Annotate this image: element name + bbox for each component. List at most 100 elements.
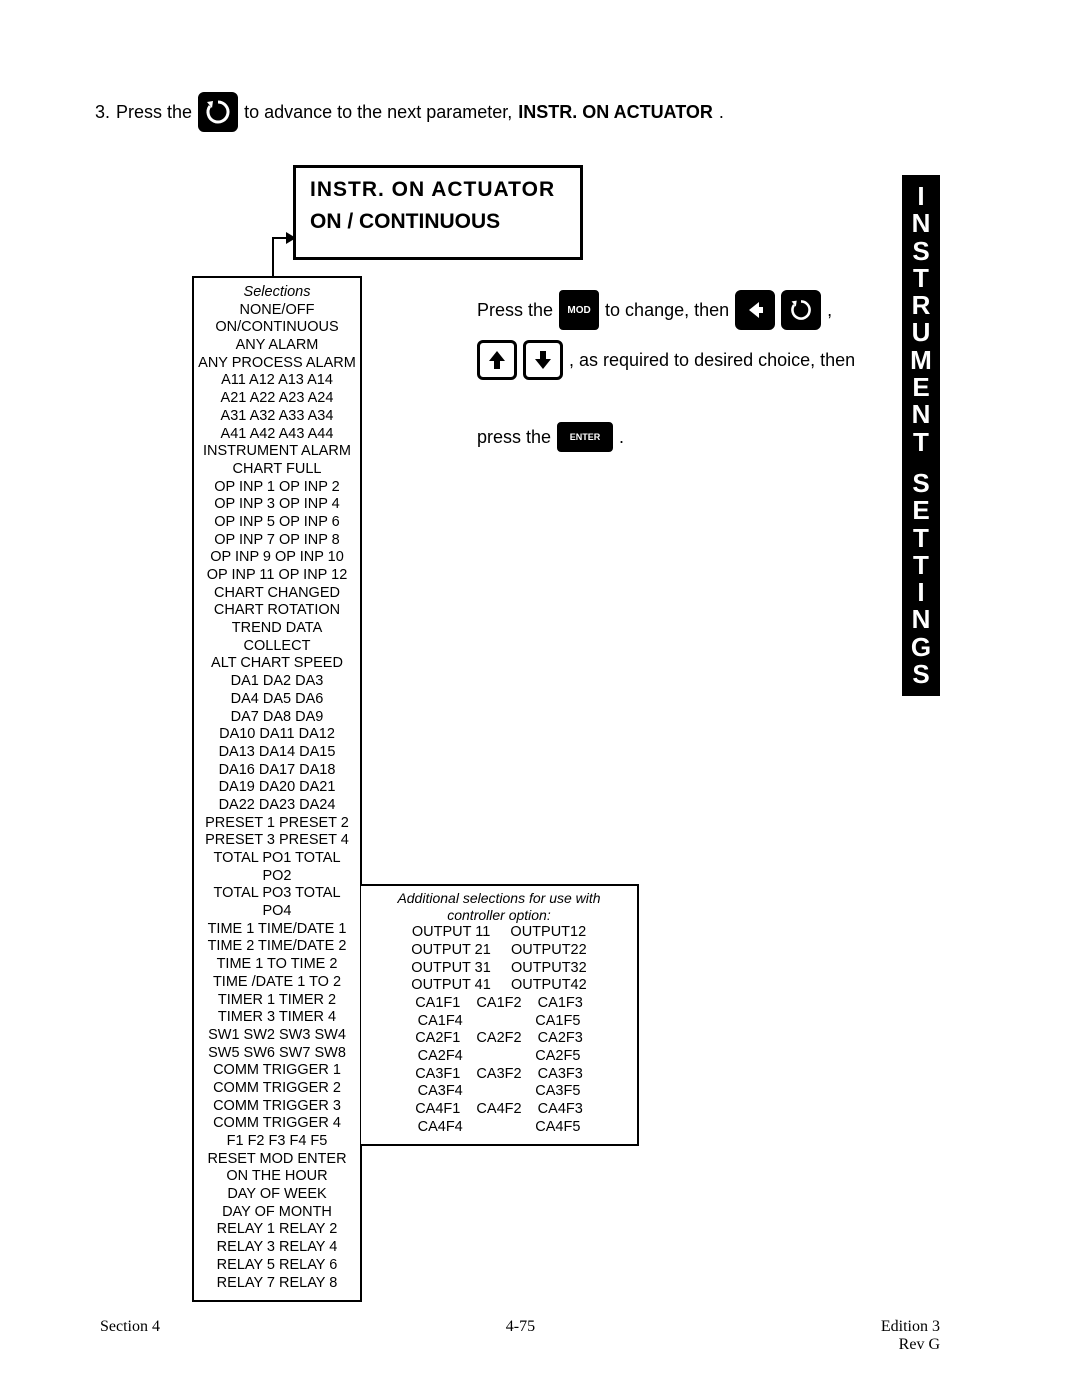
instr-row-2: , as required to desired choice, then bbox=[477, 340, 855, 380]
selection-item: A41 A42 A43 A44 bbox=[198, 426, 356, 444]
footer-edition-line1: Edition 3 bbox=[881, 1318, 940, 1335]
selection-item: DAY OF MONTH bbox=[198, 1204, 356, 1222]
selections-box: Selections NONE/OFFON/CONTINUOUSANY ALAR… bbox=[192, 276, 362, 1302]
controller-item: CA3F4 CA3F5 bbox=[367, 1083, 631, 1101]
selection-item: RESET MOD ENTER bbox=[198, 1151, 356, 1169]
controller-item: OUTPUT 31 OUTPUT32 bbox=[367, 960, 631, 978]
controller-item: OUTPUT 21 OUTPUT22 bbox=[367, 942, 631, 960]
selection-item: OP INP 11 OP INP 12 bbox=[198, 567, 356, 585]
selection-item: COMM TRIGGER 2 bbox=[198, 1080, 356, 1098]
selection-item: DA10 DA11 DA12 bbox=[198, 726, 356, 744]
controller-item: OUTPUT 11 OUTPUT12 bbox=[367, 924, 631, 942]
page-footer: Section 4 4-75 Edition 3 Rev G bbox=[100, 1318, 940, 1354]
side-tab-word-1: INSTRUMENT bbox=[902, 183, 940, 456]
selection-item: A11 A12 A13 A14 bbox=[198, 372, 356, 390]
controller-heading: Additional selections for use with contr… bbox=[367, 890, 631, 924]
mod-key-icon: MOD bbox=[559, 290, 599, 330]
step-param: INSTR. ON ACTUATOR bbox=[518, 102, 713, 123]
selection-item: A21 A22 A23 A24 bbox=[198, 390, 356, 408]
controller-item: CA3F1 CA3F2 CA3F3 bbox=[367, 1066, 631, 1084]
key-instruction-panel: Press the MOD to change, then , , as req… bbox=[477, 290, 855, 462]
selection-item: CHART ROTATION bbox=[198, 602, 356, 620]
selection-item: COMM TRIGGER 3 bbox=[198, 1098, 356, 1116]
selection-item: SW5 SW6 SW7 SW8 bbox=[198, 1045, 356, 1063]
controller-item: CA2F4 CA2F5 bbox=[367, 1048, 631, 1066]
selection-item: DA7 DA8 DA9 bbox=[198, 709, 356, 727]
selection-item: NONE/OFF bbox=[198, 302, 356, 320]
selection-item: INSTRUMENT ALARM bbox=[198, 443, 356, 461]
selection-item: RELAY 1 RELAY 2 bbox=[198, 1221, 356, 1239]
selection-item: OP INP 7 OP INP 8 bbox=[198, 532, 356, 550]
selection-item: OP INP 3 OP INP 4 bbox=[198, 496, 356, 514]
instr-row-1: Press the MOD to change, then , bbox=[477, 290, 855, 330]
selection-item: F1 F2 F3 F4 F5 bbox=[198, 1133, 356, 1151]
side-tab-word-2: SETTINGS bbox=[902, 470, 940, 688]
controller-list: OUTPUT 11 OUTPUT12OUTPUT 21 OUTPUT22OUTP… bbox=[367, 924, 631, 1136]
selection-item: OP INP 1 OP INP 2 bbox=[198, 479, 356, 497]
footer-edition: Edition 3 Rev G bbox=[881, 1318, 940, 1354]
selection-item: COMM TRIGGER 1 bbox=[198, 1062, 356, 1080]
footer-page-number: 4-75 bbox=[506, 1318, 535, 1336]
selection-item: TIME /DATE 1 TO 2 bbox=[198, 974, 356, 992]
selection-item: ON/CONTINUOUS bbox=[198, 319, 356, 337]
step-3-line: 3. Press the to advance to the next para… bbox=[95, 92, 724, 132]
press-the-text-2: press the bbox=[477, 427, 551, 448]
selection-item: PRESET 1 PRESET 2 bbox=[198, 815, 356, 833]
enter-key-icon: ENTER bbox=[557, 422, 613, 452]
selection-item: DA1 DA2 DA3 bbox=[198, 673, 356, 691]
selection-item: OP INP 9 OP INP 10 bbox=[198, 549, 356, 567]
connector-line bbox=[272, 237, 274, 279]
comma-text: , bbox=[827, 300, 832, 321]
selection-item: DA13 DA14 DA15 bbox=[198, 744, 356, 762]
selection-item: OP INP 5 OP INP 6 bbox=[198, 514, 356, 532]
left-arrow-key-icon bbox=[735, 290, 775, 330]
selection-item: ALT CHART SPEED bbox=[198, 655, 356, 673]
scroll-key-icon bbox=[198, 92, 238, 132]
step-post-text: to advance to the next parameter, bbox=[244, 102, 512, 123]
controller-item: CA1F1 CA1F2 CA1F3 bbox=[367, 995, 631, 1013]
instr-row-3: press the ENTER . bbox=[477, 422, 855, 452]
selection-item: DAY OF WEEK bbox=[198, 1186, 356, 1204]
step-end: . bbox=[719, 102, 724, 123]
selection-item: TOTAL PO1 TOTAL PO2 bbox=[198, 850, 356, 885]
selection-item: TIME 1 TO TIME 2 bbox=[198, 956, 356, 974]
selection-item: DA4 DA5 DA6 bbox=[198, 691, 356, 709]
selection-item: DA22 DA23 DA24 bbox=[198, 797, 356, 815]
selection-item: TIMER 1 TIMER 2 bbox=[198, 992, 356, 1010]
controller-option-box: Additional selections for use with contr… bbox=[361, 884, 639, 1146]
selection-item: ANY ALARM bbox=[198, 337, 356, 355]
selection-item: TOTAL PO3 TOTAL PO4 bbox=[198, 885, 356, 920]
down-arrow-key-icon bbox=[523, 340, 563, 380]
period-text: . bbox=[619, 427, 624, 448]
instrument-display: INSTR. ON ACTUATOR ON / CONTINUOUS bbox=[293, 165, 583, 260]
as-required-text: , as required to desired choice, then bbox=[569, 350, 855, 371]
selection-item: RELAY 5 RELAY 6 bbox=[198, 1257, 356, 1275]
selection-item: ON THE HOUR bbox=[198, 1168, 356, 1186]
page: 3. Press the to advance to the next para… bbox=[0, 0, 1080, 1397]
controller-item: CA1F4 CA1F5 bbox=[367, 1013, 631, 1031]
selection-item: TIME 2 TIME/DATE 2 bbox=[198, 938, 356, 956]
selection-item: ANY PROCESS ALARM bbox=[198, 355, 356, 373]
up-arrow-key-icon bbox=[477, 340, 517, 380]
selection-item: CHART FULL bbox=[198, 461, 356, 479]
step-number: 3. bbox=[95, 102, 110, 123]
footer-edition-line2: Rev G bbox=[899, 1336, 940, 1353]
to-change-text: to change, then bbox=[605, 300, 729, 321]
selection-item: CHART CHANGED bbox=[198, 585, 356, 603]
selection-item: SW1 SW2 SW3 SW4 bbox=[198, 1027, 356, 1045]
controller-item: CA4F1 CA4F2 CA4F3 bbox=[367, 1101, 631, 1119]
step-pre-text: Press the bbox=[116, 102, 192, 123]
footer-section: Section 4 bbox=[100, 1318, 160, 1336]
selection-item: TREND DATA COLLECT bbox=[198, 620, 356, 655]
display-line-2: ON / CONTINUOUS bbox=[310, 210, 566, 234]
selection-item: TIMER 3 TIMER 4 bbox=[198, 1009, 356, 1027]
press-the-text: Press the bbox=[477, 300, 553, 321]
selection-item: RELAY 7 RELAY 8 bbox=[198, 1275, 356, 1293]
controller-item: CA2F1 CA2F2 CA2F3 bbox=[367, 1030, 631, 1048]
display-line-1: INSTR. ON ACTUATOR bbox=[310, 178, 566, 202]
controller-item: CA4F4 CA4F5 bbox=[367, 1119, 631, 1137]
controller-item: OUTPUT 41 OUTPUT42 bbox=[367, 977, 631, 995]
selection-item: TIME 1 TIME/DATE 1 bbox=[198, 921, 356, 939]
section-side-tab: INSTRUMENT SETTINGS bbox=[902, 175, 940, 696]
selections-heading: Selections bbox=[198, 284, 356, 302]
